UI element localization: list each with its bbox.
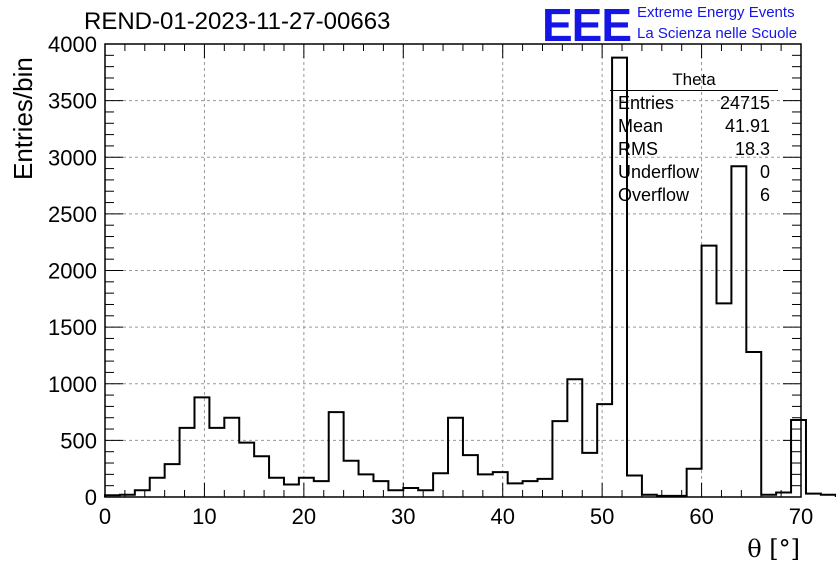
stats-title: Theta — [610, 70, 778, 91]
y-tick-label: 2500 — [48, 202, 97, 227]
x-tick-label: 50 — [590, 504, 614, 529]
y-tick-label: 0 — [85, 485, 97, 510]
logo-tagline-2: La Scienza nelle Scuole — [637, 25, 798, 42]
stats-row-underflow: Underflow 0 — [610, 160, 778, 183]
y-axis-label: Entries/bin — [8, 57, 38, 180]
y-tick-label: 500 — [60, 428, 97, 453]
x-tick-label: 0 — [99, 504, 111, 529]
stats-row-rms: RMS 18.3 — [610, 137, 778, 160]
x-tick-labels: 0 10 20 30 40 50 60 70 — [99, 504, 813, 529]
stats-value: 41.91 — [724, 116, 770, 136]
logo-tagline-1: Extreme Energy Events — [637, 4, 795, 21]
y-tick-label: 1000 — [48, 372, 97, 397]
stats-value: 6 — [759, 185, 770, 205]
y-tick-label: 3500 — [48, 89, 97, 114]
axis-ticks — [104, 43, 802, 498]
x-tick-label: 10 — [192, 504, 216, 529]
stats-row-overflow: Overflow 6 — [610, 183, 778, 206]
y-tick-label: 4000 — [48, 32, 97, 57]
stats-row-mean: Mean 41.91 — [610, 114, 778, 137]
x-tick-label: 40 — [490, 504, 514, 529]
stats-value: 18.3 — [734, 139, 770, 159]
y-tick-label: 3000 — [48, 145, 97, 170]
x-tick-label: 20 — [292, 504, 316, 529]
x-axis-label: θ [°] — [747, 535, 800, 563]
y-tick-label: 1500 — [48, 315, 97, 340]
x-tick-label: 60 — [689, 504, 713, 529]
eee-logo: EEE — [542, 0, 632, 51]
stats-row-entries: Entries 24715 — [610, 91, 778, 114]
grid-lines — [105, 44, 801, 497]
stats-box: Theta Entries 24715 Mean 41.91 RMS 18.3 … — [610, 70, 778, 206]
stats-label: Underflow — [618, 162, 700, 182]
stats-label: Overflow — [618, 185, 690, 205]
x-tick-label: 70 — [789, 504, 813, 529]
stats-label: Entries — [618, 93, 675, 113]
run-title: REND-01-2023-11-27-00663 — [84, 8, 391, 35]
x-tick-label: 30 — [391, 504, 415, 529]
y-tick-label: 2000 — [48, 259, 97, 284]
stats-label: Mean — [618, 116, 664, 136]
stats-label: RMS — [618, 139, 658, 159]
histogram-outline — [104, 56, 836, 497]
y-tick-labels: 0 500 1000 1500 2000 2500 3000 3500 4000 — [48, 32, 97, 510]
stats-value: 24715 — [719, 93, 770, 113]
stats-value: 0 — [759, 162, 770, 182]
